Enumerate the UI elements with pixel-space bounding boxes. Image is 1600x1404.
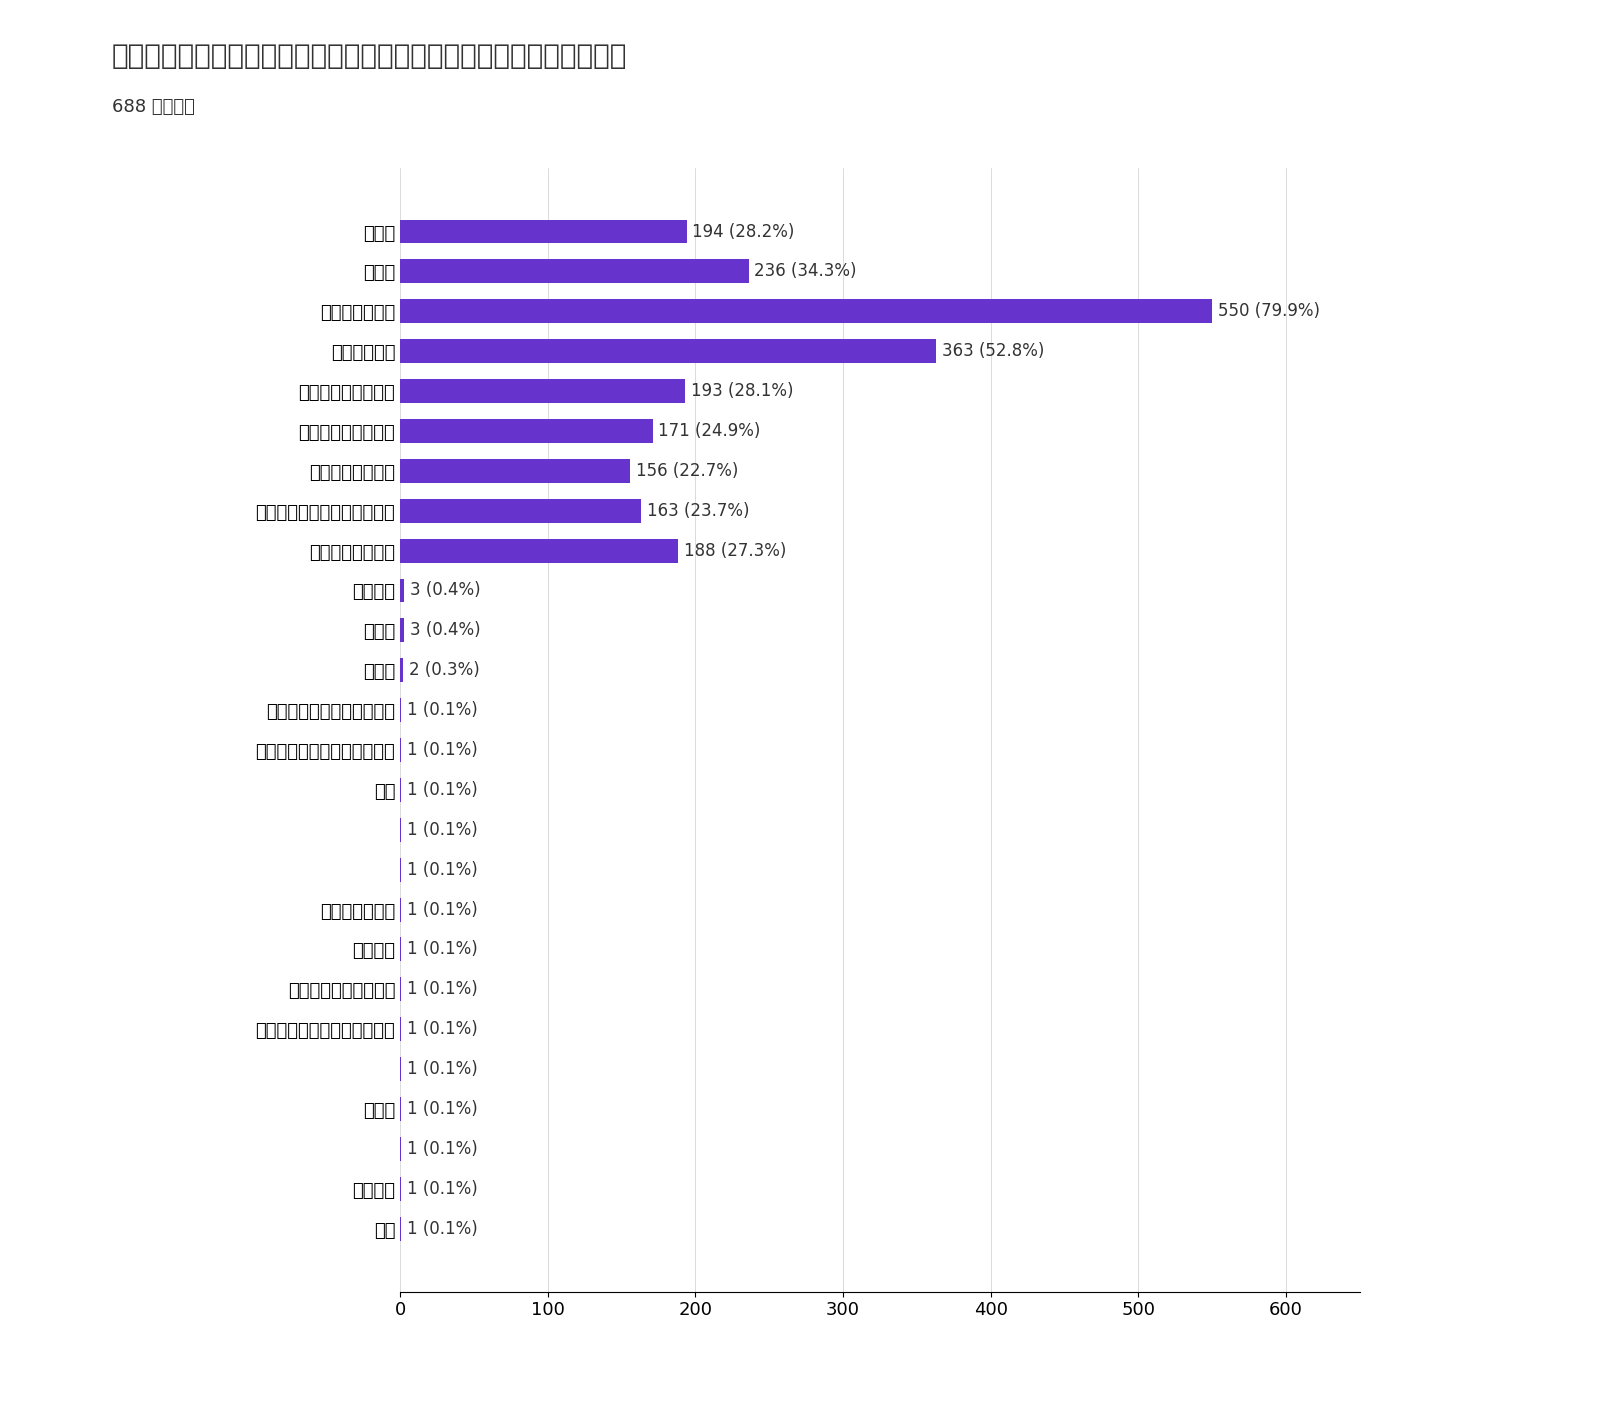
Text: 1 (0.1%): 1 (0.1%) [408, 781, 478, 799]
Bar [400, 618, 405, 643]
Bar [400, 260, 749, 284]
Text: 171 (24.9%): 171 (24.9%) [659, 423, 762, 439]
Text: 156 (22.7%): 156 (22.7%) [637, 462, 739, 480]
Text: あなたが抱っこ紐を選ぶうえで、重視する点を３つ教えてください。: あなたが抱っこ紐を選ぶうえで、重視する点を３つ教えてください。 [112, 42, 627, 70]
Text: 1 (0.1%): 1 (0.1%) [408, 821, 478, 838]
Bar [400, 379, 685, 403]
Bar [400, 459, 630, 483]
Bar [400, 418, 653, 442]
Text: 1 (0.1%): 1 (0.1%) [408, 900, 478, 918]
Bar [400, 219, 686, 243]
Text: 688 件の回答: 688 件の回答 [112, 98, 195, 117]
Bar [400, 498, 640, 522]
Text: 550 (79.9%): 550 (79.9%) [1218, 302, 1320, 320]
Text: 163 (23.7%): 163 (23.7%) [646, 501, 749, 519]
Text: 1 (0.1%): 1 (0.1%) [408, 941, 478, 959]
Text: 1 (0.1%): 1 (0.1%) [408, 861, 478, 879]
Text: 1 (0.1%): 1 (0.1%) [408, 1140, 478, 1158]
Text: 2 (0.3%): 2 (0.3%) [410, 661, 480, 680]
Text: 1 (0.1%): 1 (0.1%) [408, 980, 478, 998]
Text: 1 (0.1%): 1 (0.1%) [408, 1060, 478, 1078]
Text: 1 (0.1%): 1 (0.1%) [408, 1220, 478, 1238]
Bar [400, 578, 405, 602]
Text: 194 (28.2%): 194 (28.2%) [693, 222, 795, 240]
Bar [400, 658, 403, 682]
Text: 188 (27.3%): 188 (27.3%) [683, 542, 786, 560]
Bar [400, 539, 678, 563]
Text: 3 (0.4%): 3 (0.4%) [410, 581, 482, 600]
Bar [400, 299, 1213, 323]
Text: 1 (0.1%): 1 (0.1%) [408, 1021, 478, 1038]
Text: 1 (0.1%): 1 (0.1%) [408, 1179, 478, 1198]
Bar [400, 340, 936, 364]
Text: 193 (28.1%): 193 (28.1%) [691, 382, 794, 400]
Text: 3 (0.4%): 3 (0.4%) [410, 622, 482, 639]
Text: 1 (0.1%): 1 (0.1%) [408, 741, 478, 760]
Text: 1 (0.1%): 1 (0.1%) [408, 701, 478, 719]
Text: 1 (0.1%): 1 (0.1%) [408, 1099, 478, 1118]
Text: 236 (34.3%): 236 (34.3%) [755, 263, 858, 281]
Text: 363 (52.8%): 363 (52.8%) [942, 343, 1045, 361]
